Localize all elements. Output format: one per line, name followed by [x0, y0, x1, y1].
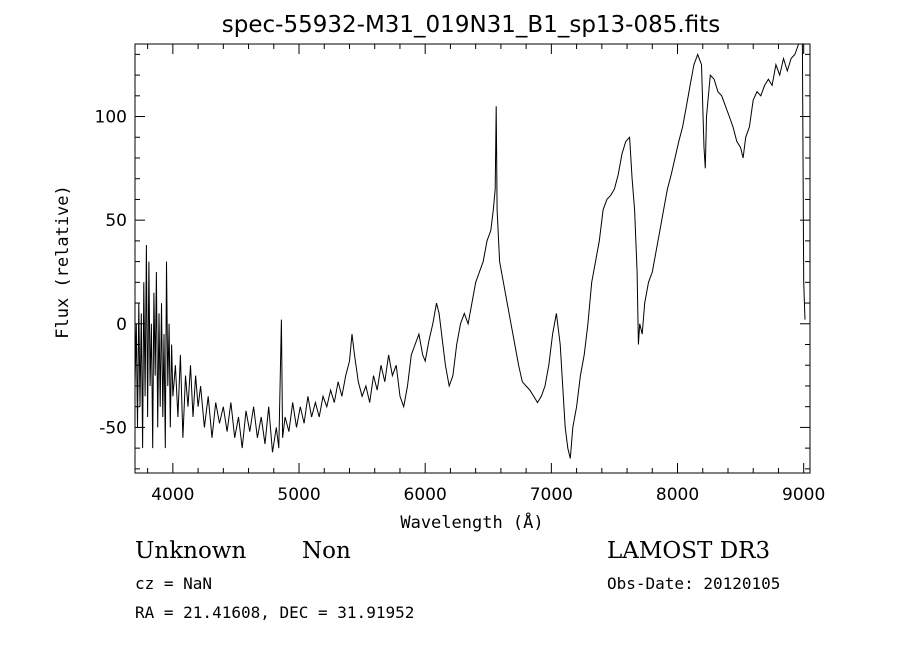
redshift-cz: cz = NaN	[135, 574, 213, 593]
x-axis-label: Wavelength (Å)	[400, 511, 543, 533]
y-tick-label: 0	[116, 315, 127, 335]
x-axis: 4000 5000 6000 7000 8000 9000	[147, 44, 825, 505]
y-tick-label: -50	[99, 418, 127, 438]
x-tick-label: 5000	[277, 485, 320, 505]
survey-name: LAMOST DR3	[607, 538, 771, 564]
x-tick-label: 9000	[782, 485, 825, 505]
x-tick-label: 8000	[656, 485, 699, 505]
plot-frame	[134, 43, 811, 474]
object-class: Unknown	[135, 538, 247, 564]
object-subclass: Non	[302, 538, 351, 564]
y-axis-label: Flux (relative)	[53, 185, 73, 339]
x-tick-label: 4000	[151, 485, 194, 505]
y-tick-label: 50	[105, 211, 127, 231]
observation-date: Obs-Date: 20120105	[607, 574, 781, 593]
spectrum-line	[134, 43, 806, 459]
x-tick-label: 6000	[404, 485, 447, 505]
coordinates: RA = 21.41608, DEC = 31.91952	[135, 603, 415, 622]
chart-title: spec-55932-M31_019N31_B1_sp13-085.fits	[222, 12, 720, 38]
x-tick-label: 7000	[530, 485, 573, 505]
y-tick-label: 100	[95, 108, 127, 128]
y-axis: -50 0 50 100	[95, 53, 810, 470]
